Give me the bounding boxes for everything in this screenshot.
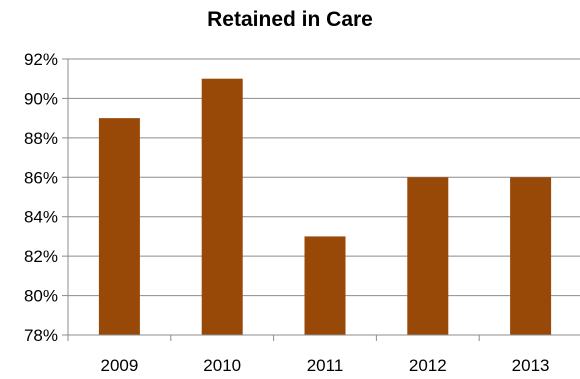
tick-labels: 78% 80% 82% 84% 86% 88% 90% 92% 2009 2010 2011 2012… xyxy=(24,50,550,375)
axes xyxy=(67,59,580,341)
y-tick-label: 84% xyxy=(24,208,58,227)
y-tick-label: 78% xyxy=(24,326,58,345)
y-tick-label: 88% xyxy=(24,129,58,148)
x-tick-label: 2013 xyxy=(512,356,550,375)
chart-title: Retained in Care xyxy=(207,8,373,31)
x-tick-label: 2011 xyxy=(307,356,344,375)
y-tick-label: 80% xyxy=(24,287,58,306)
y-tick-label: 82% xyxy=(24,247,58,266)
x-tick-label: 2009 xyxy=(100,356,138,375)
bar xyxy=(304,236,346,335)
bar xyxy=(98,118,140,336)
y-tick-label: 92% xyxy=(24,50,58,69)
bar xyxy=(201,78,243,335)
bar xyxy=(407,177,449,335)
bars xyxy=(98,78,552,336)
x-tick-label: 2010 xyxy=(203,356,241,375)
bar xyxy=(510,177,552,335)
x-tick-label: 2012 xyxy=(409,356,447,375)
y-tick-label: 86% xyxy=(24,168,58,187)
y-tick-label: 90% xyxy=(24,89,58,108)
